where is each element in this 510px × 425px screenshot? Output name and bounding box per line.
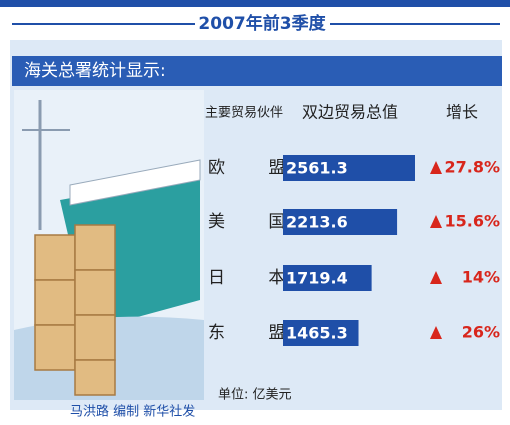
- column-header: 主要贸易伙伴: [205, 106, 283, 121]
- value-label: 1719.4: [286, 269, 348, 288]
- top-band: [0, 0, 510, 7]
- growth-label: 14%: [462, 268, 500, 287]
- growth-label: 27.8%: [444, 158, 500, 177]
- subtitle: 海关总署统计显示:: [24, 61, 166, 81]
- category-label: 欧 盟: [208, 158, 285, 178]
- category-label: 东 盟: [208, 323, 285, 343]
- growth-label: 26%: [462, 323, 500, 342]
- chart-title: 2007年前3季度: [198, 13, 326, 34]
- unit-note: 单位: 亿美元: [218, 388, 292, 403]
- value-label: 1465.3: [286, 324, 348, 343]
- ship-illustration: [14, 90, 204, 400]
- category-label: 美 国: [208, 212, 285, 232]
- credit: 马洪路 编制 新华社发: [70, 404, 195, 420]
- category-label: 日 本: [208, 268, 285, 288]
- growth-label: 15.6%: [444, 212, 500, 231]
- crates: [35, 225, 115, 395]
- column-header: 双边贸易总值: [302, 103, 398, 122]
- infographic: 2007年前3季度 海关总署统计显示: 主要贸易伙伴 双边贸易总值 增长 单位:…: [0, 0, 510, 425]
- value-label: 2213.6: [286, 213, 348, 232]
- value-label: 2561.3: [286, 159, 348, 178]
- column-header: 增长: [446, 103, 478, 122]
